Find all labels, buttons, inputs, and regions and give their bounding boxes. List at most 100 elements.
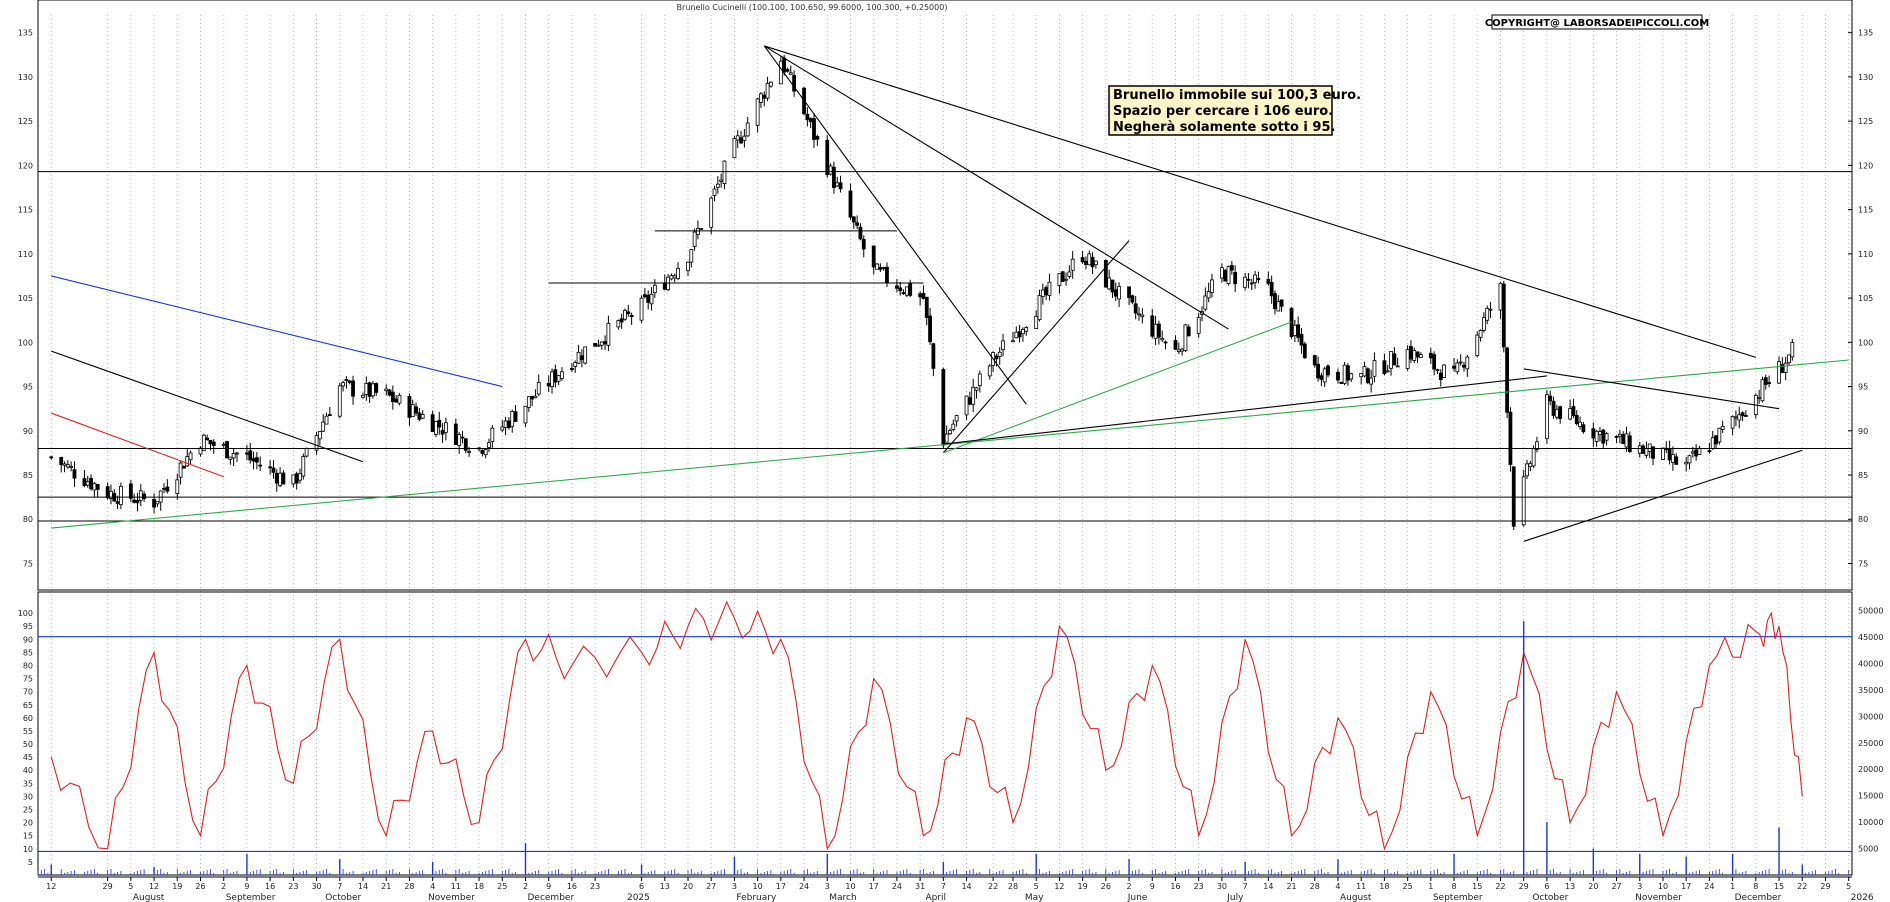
candle-body: [344, 379, 349, 381]
volume-tick-label: 30000: [1858, 712, 1883, 721]
candle-body: [225, 441, 229, 459]
candle-body: [1651, 446, 1655, 459]
candle-body: [1226, 266, 1231, 285]
candle-body: [142, 493, 147, 499]
oscillator-tick-label: 35: [23, 779, 33, 788]
candle-body: [745, 122, 750, 137]
candle-body: [805, 113, 810, 121]
price-tick-label-left: 75: [23, 559, 33, 568]
candle-body: [182, 465, 186, 469]
oscillator-panel-frame: [37, 591, 1853, 876]
volume-series: [37, 621, 1850, 875]
x-day-label: 14: [961, 882, 971, 891]
candle-body: [1531, 448, 1536, 467]
candle-body: [828, 165, 833, 175]
x-day-label: 25: [497, 882, 507, 891]
candle-body: [944, 433, 949, 443]
candle-body: [1488, 308, 1493, 311]
candle-body: [374, 382, 379, 393]
candle-body: [1614, 436, 1619, 438]
candle-body: [490, 427, 495, 442]
candle-body: [759, 93, 763, 103]
x-day-label: 2: [221, 882, 226, 891]
candle-body: [1130, 295, 1135, 303]
candle-body: [1760, 379, 1765, 402]
x-month-label: November: [1635, 893, 1682, 902]
candle-body: [89, 477, 93, 490]
price-tick-label-right: 135: [1858, 29, 1873, 38]
candle-body: [1110, 279, 1115, 293]
candle-body: [188, 452, 193, 461]
candle-body: [135, 500, 140, 504]
candle-body: [1617, 433, 1622, 437]
x-day-label: 5: [128, 882, 133, 891]
candle-body: [487, 442, 491, 448]
price-tick-label-right: 80: [1858, 515, 1868, 524]
candle-body: [1667, 448, 1672, 461]
oscillator-tick-label: 25: [23, 806, 33, 815]
candle-body: [898, 287, 903, 292]
x-day-label: 29: [1820, 882, 1830, 891]
x-day-label: 30: [1217, 882, 1227, 891]
candle-body: [1409, 346, 1413, 360]
annotation-line-3: Negherà solamente sotto i 95.: [1113, 120, 1335, 135]
x-day-label: 17: [776, 882, 786, 891]
oscillator-tick-label: 95: [23, 622, 33, 631]
price-tick-label-left: 85: [23, 471, 33, 480]
candle-body: [82, 478, 87, 486]
x-day-label: 7: [337, 882, 342, 891]
candle-body: [722, 160, 727, 184]
candle-body: [1644, 448, 1649, 456]
candle-body: [128, 483, 133, 499]
volume-tick-label: 40000: [1858, 659, 1883, 668]
x-day-label: 26: [1101, 882, 1111, 891]
x-day-label: 28: [1008, 882, 1018, 891]
candle-body: [881, 267, 886, 269]
candle-body: [119, 485, 123, 506]
price-panel-frame: [37, 0, 1853, 591]
candle-body: [971, 386, 976, 405]
candle-body: [1508, 411, 1513, 465]
candle-body: [599, 341, 604, 346]
trendline: [763, 45, 1027, 405]
candle-body: [298, 473, 302, 481]
candle-body: [69, 466, 74, 468]
candle-body: [503, 420, 508, 428]
x-day-label: 16: [1170, 882, 1180, 891]
x-day-label: 27: [706, 882, 716, 891]
candle-body: [1528, 462, 1533, 467]
candle-body: [1591, 428, 1596, 439]
candle-body: [812, 118, 816, 140]
candle-body: [1339, 381, 1344, 384]
price-tick-label-right: 90: [1858, 427, 1868, 436]
candle-body: [1674, 456, 1679, 465]
trendlines: [51, 45, 1849, 542]
candle-body: [1621, 434, 1626, 445]
oscillator-line: [50, 600, 1803, 851]
candle-body: [268, 466, 273, 469]
annotation-line-1: Brunello immobile sui 100,3 euro.: [1113, 88, 1361, 103]
candle-body: [500, 426, 505, 431]
x-day-label: 24: [1704, 882, 1714, 891]
candle-body: [1243, 276, 1248, 288]
candle-body: [231, 453, 236, 459]
candle-body: [1067, 271, 1072, 277]
candle-body: [1452, 365, 1456, 369]
annotation-box: Brunello immobile sui 100,3 euro. Spazio…: [1108, 85, 1361, 136]
price-tick-label-left: 130: [18, 73, 33, 82]
trendline: [1523, 449, 1803, 542]
candle-body: [1369, 377, 1374, 385]
candle-body: [351, 380, 355, 397]
x-day-label: 12: [149, 882, 159, 891]
candle-body: [1312, 355, 1317, 366]
candle-body: [835, 182, 840, 187]
candle-body: [1044, 287, 1049, 296]
candle-body: [165, 486, 170, 492]
x-day-label: 10: [845, 882, 855, 891]
price-tick-label-right: 75: [1858, 559, 1868, 568]
candle-body: [85, 481, 90, 486]
oscillator-tick-label: 60: [23, 714, 33, 723]
candle-body: [838, 182, 843, 190]
x-month-label: July: [1226, 893, 1244, 902]
